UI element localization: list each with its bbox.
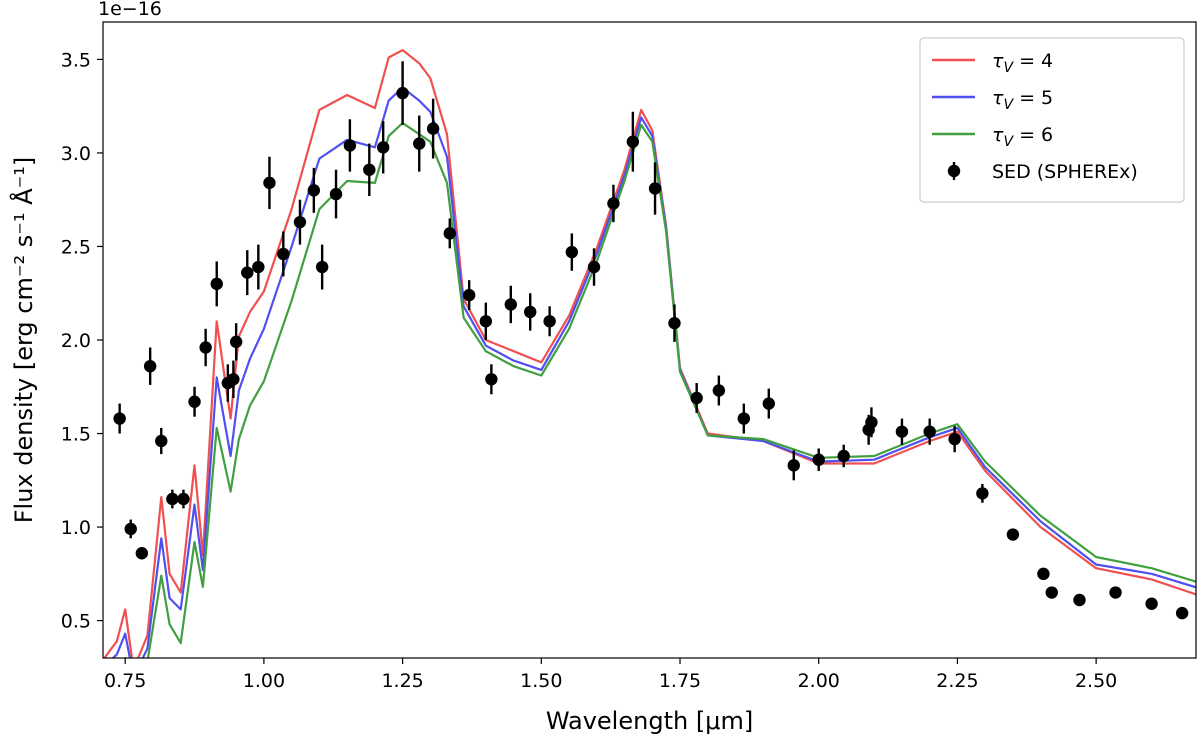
y-tick-label: 1.0 <box>61 517 91 539</box>
y-axis-label: Flux density [erg cm⁻² s⁻¹ Å⁻¹] <box>9 157 38 524</box>
sed-data-point <box>376 141 390 154</box>
sed-data-point <box>124 522 137 536</box>
sed-data-point <box>462 288 476 302</box>
x-tick-label: 1.75 <box>659 670 701 692</box>
sed-data-point <box>329 187 343 201</box>
y-tick-label: 3.5 <box>61 49 91 71</box>
y-tick-label: 2.0 <box>61 330 91 352</box>
sed-data-point <box>113 412 126 425</box>
sed-data-point <box>166 492 179 506</box>
sed-data-point <box>307 184 321 197</box>
sed-data-point <box>948 432 961 446</box>
sed-data-point <box>263 176 276 190</box>
legend-box <box>919 37 1185 203</box>
x-tick-label: 1.50 <box>520 670 562 692</box>
sed-data-point <box>413 137 426 150</box>
sed-data-point <box>690 391 703 405</box>
sed-data-point <box>865 416 878 429</box>
legend-swatch-point <box>947 164 961 178</box>
sed-data-point <box>1006 528 1020 541</box>
sed-data-point <box>626 135 640 148</box>
sed-data-point <box>426 122 440 135</box>
sed-data-point <box>504 298 517 311</box>
sed-data-point <box>252 260 265 274</box>
sed-data-point <box>1045 586 1058 599</box>
series-line-tau-6 <box>123 121 1196 658</box>
legend-entry: τV = 4 <box>992 50 1053 76</box>
legend-entry: SED (SPHEREx) <box>992 161 1138 183</box>
sed-data-point <box>343 139 357 152</box>
sed-data-point <box>177 492 190 506</box>
sed-data-point <box>479 315 493 328</box>
sed-data-point <box>543 315 556 328</box>
sed-data-point <box>485 373 498 386</box>
x-axis-label: Wavelength [μm] <box>546 707 753 735</box>
sed-data-point <box>737 412 751 425</box>
sed-data-point <box>293 215 307 229</box>
sed-data-point <box>762 397 775 410</box>
legend-entry: τV = 6 <box>992 124 1053 150</box>
sed-data-point <box>155 434 168 448</box>
y-tick-label: 2.5 <box>61 236 91 258</box>
sed-data-point <box>587 260 601 274</box>
sed-data-point <box>229 335 243 349</box>
sed-data-point <box>976 487 989 500</box>
series-line-tau-4 <box>103 49 1196 658</box>
sed-data-point <box>277 247 290 261</box>
sed-data-point <box>895 425 909 438</box>
sed-data-point <box>396 86 409 100</box>
x-tick-label: 2.00 <box>798 670 840 692</box>
sed-data-point <box>1175 606 1189 620</box>
y-tick-label: 1.5 <box>61 424 91 446</box>
x-tick-label: 2.50 <box>1075 670 1117 692</box>
sed-data-point <box>199 341 212 354</box>
sed-data-point <box>712 384 726 397</box>
sed-data-point <box>648 182 662 195</box>
sed-data-point <box>1145 597 1158 610</box>
sed-data-point <box>1073 593 1086 607</box>
sed-data-point <box>1037 567 1050 581</box>
sed-data-point <box>443 227 456 240</box>
y-tick-label: 3.0 <box>61 143 91 165</box>
x-tick-label: 1.25 <box>381 670 423 692</box>
sed-data-point <box>668 316 681 330</box>
sed-data-point <box>812 453 825 466</box>
y-offset-label: 1e−16 <box>98 0 162 20</box>
legend-entry: τV = 5 <box>992 87 1053 113</box>
sed-data-point <box>210 277 223 291</box>
sed-data-point <box>524 305 537 319</box>
sed-data-point <box>143 359 157 373</box>
x-tick-label: 0.75 <box>104 670 146 692</box>
sed-data-point <box>787 459 800 472</box>
legend: τV = 4 τV = 5 τV = 6 SED (SPHEREx) <box>919 37 1185 203</box>
y-axis-ticks: 0.5 1.0 1.5 2.0 2.5 3.0 3.5 <box>61 49 103 633</box>
sed-data-point <box>135 547 149 560</box>
sed-data-point <box>565 245 579 259</box>
x-tick-label: 1.00 <box>243 670 285 692</box>
sed-data-point <box>188 395 201 408</box>
sed-data-point <box>1109 586 1122 599</box>
sed-data-point <box>227 373 240 386</box>
x-axis-ticks: 0.75 1.00 1.25 1.50 1.75 2.00 2.25 2.50 <box>104 658 1117 692</box>
sed-points-layer <box>113 61 1189 620</box>
sed-data-point <box>837 449 850 463</box>
sed-data-point <box>241 266 254 279</box>
y-tick-label: 0.5 <box>61 611 91 633</box>
x-tick-label: 2.25 <box>936 670 978 692</box>
sed-data-point <box>315 260 329 274</box>
sed-data-point <box>607 197 620 210</box>
sed-data-point <box>363 163 376 176</box>
sed-data-point <box>923 425 936 438</box>
